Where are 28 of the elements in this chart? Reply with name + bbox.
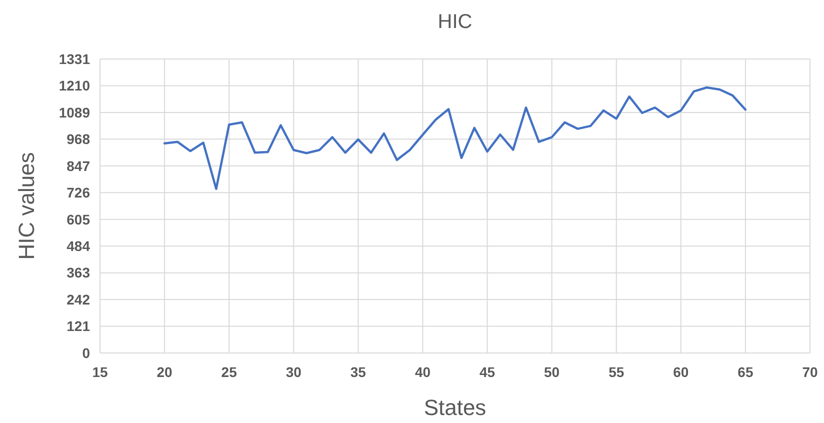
y-tick-label: 484: [66, 238, 90, 254]
x-tick-label: 35: [350, 364, 366, 380]
x-tick-label: 20: [156, 364, 173, 380]
x-tick-label: 30: [286, 364, 302, 380]
y-tick-label: 0: [82, 344, 90, 361]
x-tick-label: 50: [544, 364, 560, 380]
y-tick-label: 726: [66, 184, 90, 201]
y-tick-label: 363: [66, 264, 90, 281]
y-tick-label: 847: [66, 158, 90, 174]
y-tick-label: 1210: [58, 78, 90, 94]
y-tick-label: 1331: [58, 50, 90, 67]
y-tick-label: 968: [66, 131, 90, 148]
x-axis-title: States: [424, 395, 486, 420]
chart-title: HIC: [438, 11, 472, 33]
x-tick-label: 25: [221, 364, 238, 380]
y-tick-label: 605: [66, 211, 90, 228]
y-tick-label: 242: [66, 291, 90, 308]
y-tick-label: 121: [66, 318, 90, 334]
y-tick-label: 1089: [58, 104, 90, 120]
x-tick-label: 70: [802, 364, 818, 380]
x-tick-label: 15: [92, 364, 108, 380]
x-tick-label: 40: [414, 364, 431, 380]
x-tick-label: 45: [479, 364, 496, 380]
line-series: [163, 86, 747, 190]
x-tick-label: 55: [608, 364, 624, 380]
x-tick-label: 65: [738, 364, 754, 380]
x-tick-label: 60: [673, 364, 689, 380]
y-axis-title: HIC values: [14, 152, 39, 260]
